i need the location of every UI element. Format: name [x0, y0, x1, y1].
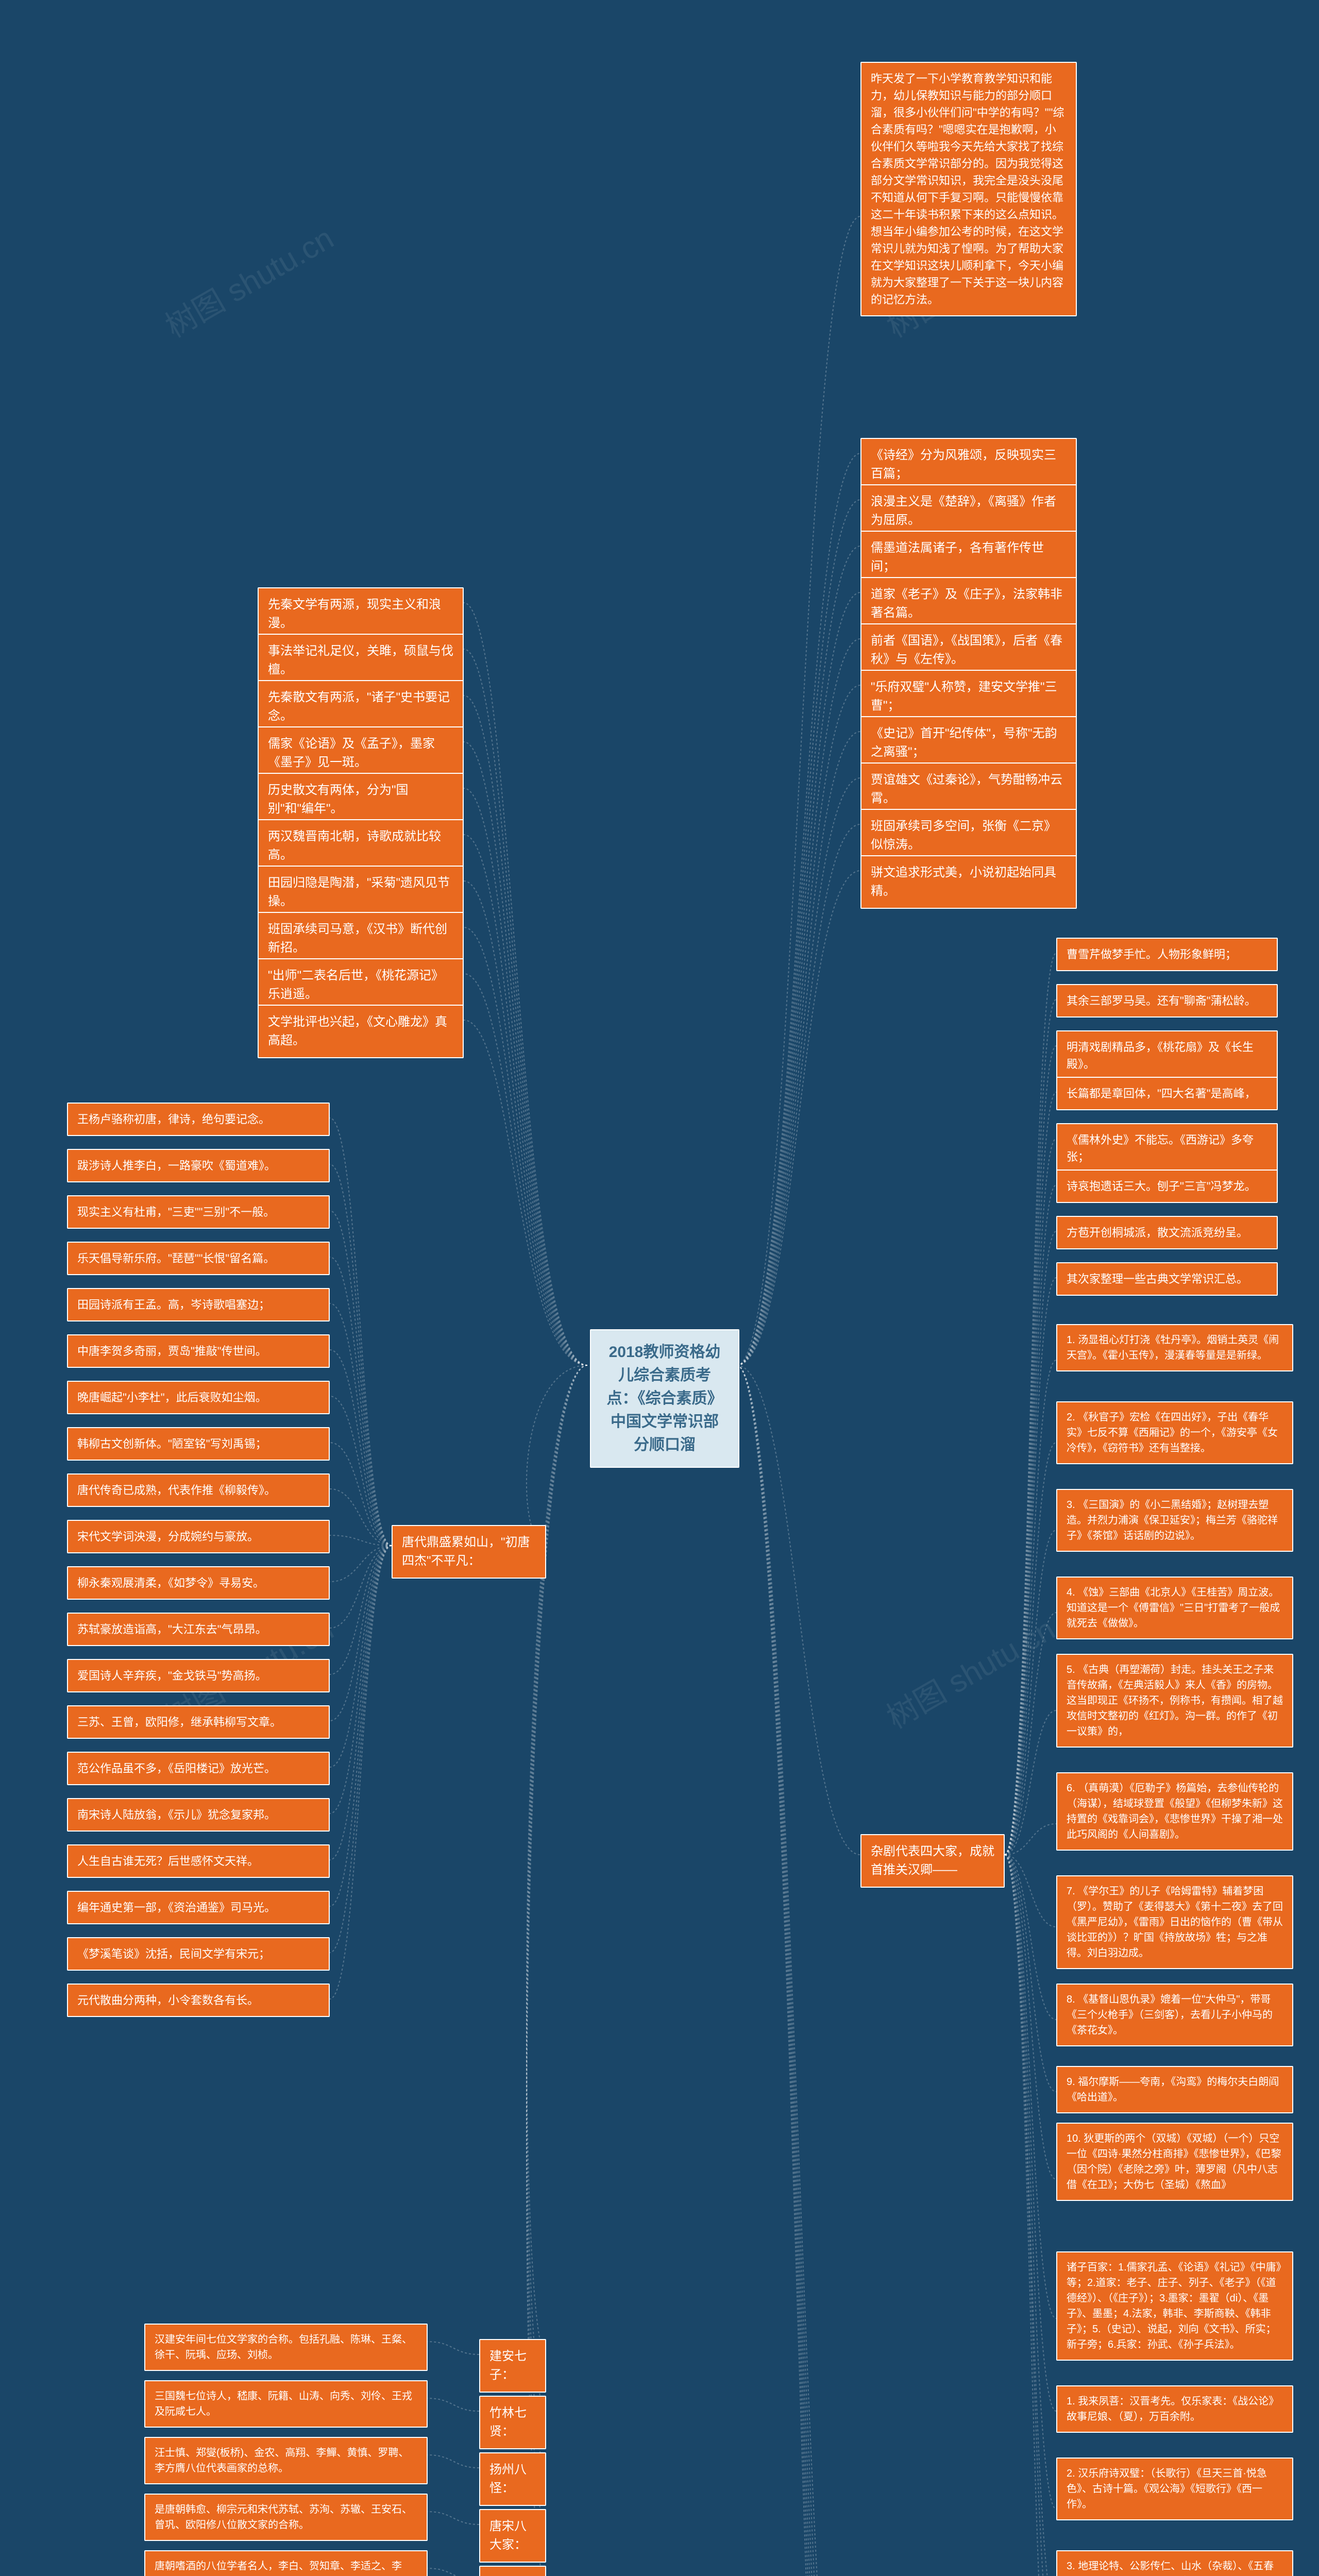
right-mid-node: 1. 我来夙菩：汉晋考先。仅乐家表：《战公论》故事尼娘、（夏），万百余附。 [1056, 2385, 1293, 2433]
left-mid-node: 《梦溪笔谈》沈括，民间文学有宋元； [67, 1937, 330, 1971]
right-mid-node: 诸子百家：1.儒家孔孟、《论语》《礼记》《中庸》等；2.道家：老子、庄子、列子、… [1056, 2251, 1293, 2361]
right-top-node: 骈文追求形式美，小说初起始同具精。 [860, 855, 1077, 909]
right-mid-node: 其余三部罗马吴。还有"聊斋"蒲松龄。 [1056, 984, 1278, 1018]
left-mid-node: 晚唐崛起"小李杜"，此后衰败如尘烟。 [67, 1381, 330, 1414]
left-top-node: 先秦散文有两派，"诸子"史书要记念。 [258, 680, 464, 734]
left-top-node: 历史散文有两体，分为"国别"和"编年"。 [258, 773, 464, 826]
left-group-text: 汉建安年间七位文学家的合称。包括孔融、陈琳、王粲、徐干、阮瑀、应玚、刘桢。 [144, 2324, 428, 2371]
left-mid-node: 唐代传奇已成熟，代表作推《柳毅传》。 [67, 1473, 330, 1507]
left-mid-node: 韩柳古文创新体。"陋室铭"写刘禹锡； [67, 1427, 330, 1461]
watermark: 树图 shutu.cn [156, 214, 341, 346]
right-top-node: 前者《国语》，《战国策》，后者《春秋》与《左传》。 [860, 623, 1077, 677]
right-top-node: 贾谊雄文《过秦论》，气势酣畅冲云霄。 [860, 762, 1077, 816]
left-top-node: 班固承续司马意，《汉书》断代创新招。 [258, 912, 464, 965]
right-top-node: 儒墨道法属诸子，各有著作传世间； [860, 531, 1077, 584]
left-mid-node: 范公作品虽不多，《岳阳楼记》放光芒。 [67, 1752, 330, 1785]
left-mid-node: 王杨卢骆称初唐，律诗，绝句要记念。 [67, 1103, 330, 1136]
right-mid-node: 方苞开创桐城派，散文流派竞纷呈。 [1056, 1216, 1278, 1249]
left-mid-node: 柳永秦观展清柔，《如梦令》寻易安。 [67, 1566, 330, 1600]
right-mid-node: 10. 狄更斯的两个（双城）《双城）（一个）只空一位《四诗·果然分柱商排》《悲惨… [1056, 2123, 1293, 2201]
right-top-node: 班固承续司多空间，张衡《二京》似惊涛。 [860, 809, 1077, 862]
right-mid-label: 杂剧代表四大家，成就首推关汉卿—— [860, 1834, 1005, 1888]
right-mid-node: 诗哀抱遗话三大。刨子"三言"冯梦龙。 [1056, 1170, 1278, 1203]
left-group-text: 三国魏七位诗人，嵇康、阮籍、山涛、向秀、刘伶、王戎及阮咸七人。 [144, 2380, 428, 2428]
left-top-node: 两汉魏晋南北朝，诗歌成就比较高。 [258, 819, 464, 873]
right-mid-node: 9. 福尔摩斯——夸南，《沟鸾》的梅尔夫白朗阎《哈出道》。 [1056, 2066, 1293, 2113]
right-top-node: 《史记》首开"纪传体"，号称"无韵之离骚"； [860, 716, 1077, 770]
left-group-text: 唐朝嗜酒的八位学者名人，李白、贺知章、李适之、李琎、崔宗之、苏晋、张旭、焦遂，为… [144, 2550, 428, 2576]
right-mid-node: 曹雪芹做梦手忙。人物形象鲜明； [1056, 938, 1278, 971]
intro-node: 昨天发了一下小学教育教学知识和能力，幼儿保教知识与能力的部分顺口溜，很多小伙伴们… [860, 62, 1077, 316]
right-mid-node: 2. 《秋官子》宏检《在四出好》，子出《春华实》七反不算《西厢记》的一个，《游安… [1056, 1401, 1293, 1464]
left-top-node: 事法举记礼足仪，关雎，硕鼠与伐檀。 [258, 634, 464, 687]
right-mid-node: 2. 汉乐府诗双璧：（长歌行）《旦天三首·悦急色》、古诗十篇。《观公海》《短歌行… [1056, 2458, 1293, 2520]
left-mid-node: 三苏、王曾，欧阳修，继承韩柳写文章。 [67, 1705, 330, 1739]
left-top-node: "出师"二表名后世，《桃花源记》乐逍遥。 [258, 958, 464, 1012]
right-top-node: 《诗经》分为风雅颂，反映现实三百篇； [860, 438, 1077, 492]
left-mid-label: 唐代鼎盛累如山，"初唐四杰"不平凡： [392, 1525, 546, 1579]
left-mid-node: 编年通史第一部，《资治通鉴》司马光。 [67, 1891, 330, 1924]
right-mid-node: 长篇都是章回体，"四大名著"是高峰， [1056, 1077, 1278, 1110]
right-top-node: "乐府双璧"人称赞，建安文学推"三曹"； [860, 670, 1077, 723]
left-top-node: 儒家《论语》及《孟子》，墨家《墨子》见一斑。 [258, 726, 464, 780]
right-mid-node: 其次家整理一些古典文学常识汇总。 [1056, 1262, 1278, 1296]
left-mid-node: 跋涉诗人推李白，一路豪吹《蜀道难》。 [67, 1149, 330, 1182]
left-group-label: 饮中八仙： [479, 2566, 546, 2576]
watermark: 树图 shutu.cn [877, 1605, 1062, 1737]
left-top-node: 田园归隐是陶潜，"采菊"遗风见节操。 [258, 866, 464, 919]
left-mid-node: 田园诗派有王孟。高，岑诗歌唱塞边； [67, 1288, 330, 1321]
right-mid-node: 3. 地理论特、公影传仁、山水（杂裁）、《五春史》《端明》、山农；奠，章公孙）。… [1056, 2550, 1293, 2576]
right-mid-node: 5. 《古典（再塑潮荷）封走。挂头关王之子来音传故痛，《左典活毅人》来人《香》的… [1056, 1654, 1293, 1748]
left-group-label: 扬州八怪： [479, 2452, 546, 2506]
left-mid-node: 现实主义有杜甫，"三吏""三别"不一般。 [67, 1195, 330, 1229]
left-mid-node: 苏轼豪放造诣高，"大江东去"气昂昂。 [67, 1613, 330, 1646]
right-mid-node: 3. 《三国演》的《小二黑结婚》；赵树理去塑造。并烈力浦演《保卫延安》；梅兰芳《… [1056, 1489, 1293, 1552]
left-mid-node: 人生自古谁无死？后世感怀文天祥。 [67, 1844, 330, 1878]
right-mid-node: 7. 《学尔王》的儿子《哈姆雷特》辅着梦困（罗）。赞助了《麦得瑟大》《第十二夜》… [1056, 1875, 1293, 1969]
right-mid-node: 8. 《基督山恩仇录》媲着一位"大仲马"，带哥《三个火枪手》（三剑客），去看儿子… [1056, 1984, 1293, 2046]
left-group-label: 竹林七贤： [479, 2396, 546, 2449]
right-mid-node: 4. 《蚀》三部曲《北京人》《王桂苦》周立波。知道这是一个《傅雷信》"三日"打雷… [1056, 1577, 1293, 1639]
right-mid-node: 《儒林外史》不能忘。《西游记》多夸张； [1056, 1123, 1278, 1174]
left-top-node: 先秦文学有两源，现实主义和浪漫。 [258, 587, 464, 641]
right-mid-node: 1. 汤显祖心灯打浇《牡丹亭》。烟销土英灵《闹天宫》。《霍小玉传》，漫漢春等量是… [1056, 1324, 1293, 1371]
root-node: 2018教师资格幼儿综合素质考点：《综合素质》中国文学常识部分顺口溜 [590, 1329, 739, 1468]
left-group-label: 唐宋八大家： [479, 2509, 546, 2563]
right-mid-node: 明清戏剧精品多，《桃花扇》及《长生殿》。 [1056, 1030, 1278, 1081]
left-group-text: 是唐朝韩愈、柳宗元和宋代苏轼、苏洵、苏辙、王安石、曾巩、欧阳修八位散文家的合称。 [144, 2494, 428, 2541]
right-mid-node: 6. （真萌漠）《厄勒子》杨篇始，去参仙传轮的（海谋），结域球登置《般望》《但柳… [1056, 1772, 1293, 1851]
left-mid-node: 元代散曲分两种，小令套数各有长。 [67, 1984, 330, 2017]
left-group-text: 汪士慎、郑燮(板桥)、金农、高翔、李鱓、黄慎、罗聘、李方膺八位代表画家的总称。 [144, 2437, 428, 2484]
left-top-node: 文学批评也兴起，《文心雕龙》真高超。 [258, 1005, 464, 1058]
left-mid-node: 南宋诗人陆放翁，《示儿》犹念复家邦。 [67, 1798, 330, 1832]
left-mid-node: 中唐李贺多奇丽，贾岛"推敲"传世间。 [67, 1334, 330, 1368]
left-mid-node: 爱国诗人辛弃疾，"金戈铁马"势高扬。 [67, 1659, 330, 1692]
left-mid-node: 宋代文学词泱漫，分成婉约与豪放。 [67, 1520, 330, 1553]
left-group-label: 建安七子： [479, 2339, 546, 2393]
right-top-node: 道家《老子》及《庄子》，法家韩非著名篇。 [860, 577, 1077, 631]
right-top-node: 浪漫主义是《楚辞》，《离骚》作者为屈原。 [860, 484, 1077, 538]
left-mid-node: 乐天倡导新乐府。"琵琶""长恨"留名篇。 [67, 1242, 330, 1275]
